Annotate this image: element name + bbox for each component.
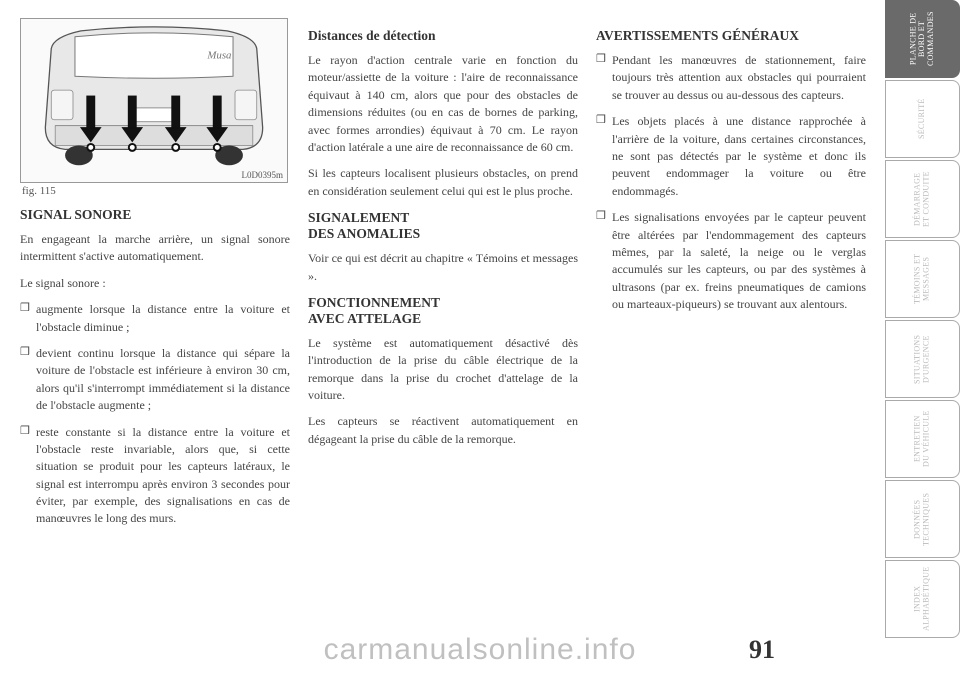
text-columns: Musa: [20, 18, 870, 537]
tab-donnees[interactable]: DONNÉESTECHNIQUES: [885, 480, 960, 558]
figure-box: Musa: [20, 18, 288, 183]
tab-label: PLANCHE DEBORD ETCOMMANDES: [909, 12, 935, 67]
col2-p5: Les capteurs se réactivent automatiqueme…: [308, 413, 578, 448]
tab-planche-de-bord[interactable]: PLANCHE DEBORD ETCOMMANDES: [885, 0, 960, 78]
column-1: Musa: [20, 18, 290, 537]
col2-p4: Le système est automatiquement désactivé…: [308, 335, 578, 405]
svg-text:Musa: Musa: [206, 50, 232, 62]
col2-h2a: SIGNALEMENT: [308, 210, 578, 226]
col1-p1: En engageant la marche arrière, un signa…: [20, 231, 290, 266]
col1-p2: Le signal sonore :: [20, 275, 290, 292]
col1-heading: SIGNAL SONORE: [20, 207, 290, 223]
col3-li1: Pendant les manœuvres de stationnement, …: [596, 52, 866, 104]
col1-li3: reste constante si la distance entre la …: [20, 424, 290, 528]
col1-li1: augmente lorsque la distance entre la vo…: [20, 301, 290, 336]
tab-securite[interactable]: SÉCURITÉ: [885, 80, 960, 158]
tab-label: SITUATIONSD'URGENCE: [914, 334, 932, 383]
figure-code: L0D0395m: [242, 170, 284, 180]
tab-index[interactable]: INDEXALPHABÉTIQUE: [885, 560, 960, 638]
tab-demarrage[interactable]: DÉMARRAGEET CONDUITE: [885, 160, 960, 238]
tab-temoins[interactable]: TÉMOINS ETMESSAGES: [885, 240, 960, 318]
col3-li2: Les objets placés à une distance rapproc…: [596, 113, 866, 200]
col2-p2: Si les capteurs localisent plusieurs obs…: [308, 165, 578, 200]
col3-li3: Les signalisations envoyées par le capte…: [596, 209, 866, 313]
col1-li2: devient continu lorsque la distance qui …: [20, 345, 290, 415]
tab-label: SÉCURITÉ: [918, 99, 927, 140]
figure-caption: fig. 115: [22, 185, 56, 197]
tab-entretien[interactable]: ENTRETIENDU VÉHICULE: [885, 400, 960, 478]
col2-h3a: FONCTIONNEMENT: [308, 295, 578, 311]
page-number: 91: [749, 635, 775, 665]
tab-label: TÉMOINS ETMESSAGES: [914, 254, 932, 304]
column-3: AVERTISSEMENTS GÉNÉRAUX Pendant les manœ…: [596, 18, 866, 537]
col2-p3: Voir ce qui est décrit au chapitre « Tém…: [308, 250, 578, 285]
col2-h3b: AVEC ATTELAGE: [308, 311, 578, 327]
car-rear-diagram: Musa: [21, 19, 287, 182]
col2-h1: Distances de détection: [308, 28, 578, 44]
tab-label: DONNÉESTECHNIQUES: [914, 492, 932, 545]
tab-situations[interactable]: SITUATIONSD'URGENCE: [885, 320, 960, 398]
column-2: Distances de détection Le rayon d'action…: [308, 18, 578, 537]
tab-label: DÉMARRAGEET CONDUITE: [914, 171, 932, 227]
col3-h1: AVERTISSEMENTS GÉNÉRAUX: [596, 28, 866, 44]
tab-label: INDEXALPHABÉTIQUE: [914, 567, 932, 631]
col1-list: augmente lorsque la distance entre la vo…: [20, 301, 290, 528]
col2-h2b: DES ANOMALIES: [308, 226, 578, 242]
section-tabs: PLANCHE DEBORD ETCOMMANDES SÉCURITÉ DÉMA…: [885, 0, 960, 640]
col2-p1: Le rayon d'action centrale varie en fonc…: [308, 52, 578, 156]
figure-caption-row: fig. 115: [22, 185, 288, 197]
col3-list: Pendant les manœuvres de stationnement, …: [596, 52, 866, 313]
tab-label: ENTRETIENDU VÉHICULE: [914, 411, 932, 468]
manual-page: Musa: [0, 0, 870, 677]
